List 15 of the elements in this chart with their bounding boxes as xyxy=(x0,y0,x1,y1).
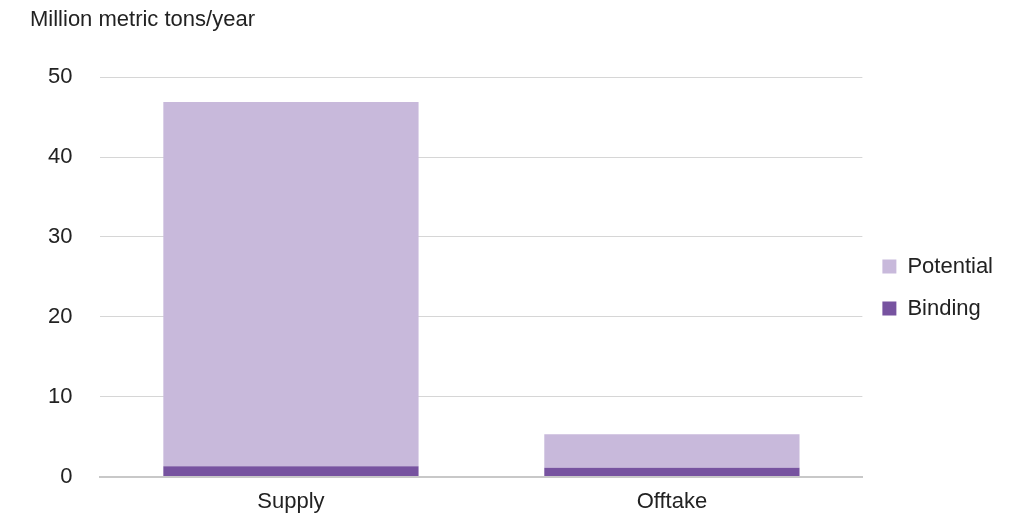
y-tick-label: 0 xyxy=(60,462,73,488)
y-tick-label: 50 xyxy=(47,63,73,89)
y-tick-label: 40 xyxy=(47,143,73,169)
y-axis-title: Million metric tons/year xyxy=(30,6,255,32)
y-tick-label: 10 xyxy=(47,382,73,408)
bar xyxy=(163,466,419,477)
bar xyxy=(544,467,800,477)
bar xyxy=(163,101,419,467)
x-tick-label: Supply xyxy=(257,487,325,513)
bar xyxy=(544,434,800,468)
y-tick-label: 20 xyxy=(47,302,73,328)
x-tick-label: Offtake xyxy=(636,487,708,513)
legend-label: Potential xyxy=(907,252,994,278)
y-tick-label: 30 xyxy=(47,223,73,249)
legend-label: Binding xyxy=(907,294,981,320)
